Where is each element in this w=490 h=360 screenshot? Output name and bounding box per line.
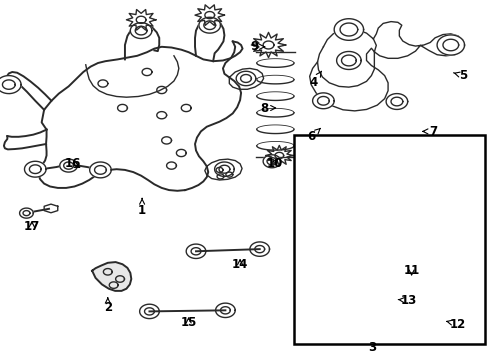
Polygon shape: [365, 291, 382, 303]
Polygon shape: [0, 76, 21, 94]
Polygon shape: [366, 263, 387, 279]
Text: 3: 3: [368, 341, 376, 354]
Polygon shape: [334, 19, 364, 40]
Polygon shape: [342, 271, 460, 313]
Polygon shape: [130, 23, 152, 39]
Polygon shape: [388, 284, 427, 312]
Polygon shape: [375, 237, 391, 249]
Text: 9: 9: [251, 40, 265, 53]
Text: 16: 16: [64, 157, 81, 170]
Polygon shape: [186, 244, 206, 258]
Text: 15: 15: [180, 316, 197, 329]
Polygon shape: [216, 303, 235, 318]
Text: 13: 13: [398, 294, 417, 307]
Text: 4: 4: [310, 71, 321, 89]
Text: 5: 5: [453, 69, 467, 82]
Polygon shape: [236, 71, 256, 86]
Text: 7: 7: [423, 125, 438, 138]
Polygon shape: [90, 162, 111, 178]
Polygon shape: [24, 161, 46, 177]
Polygon shape: [370, 254, 420, 287]
Text: 8: 8: [261, 102, 275, 114]
Polygon shape: [404, 263, 425, 279]
Polygon shape: [386, 94, 408, 109]
Polygon shape: [199, 17, 221, 33]
Text: 1: 1: [138, 198, 146, 217]
Polygon shape: [20, 208, 33, 218]
Polygon shape: [140, 304, 159, 319]
Polygon shape: [250, 242, 270, 256]
Text: 14: 14: [232, 258, 248, 271]
Text: 12: 12: [447, 318, 466, 330]
Polygon shape: [434, 282, 458, 300]
Text: 17: 17: [24, 220, 40, 233]
Polygon shape: [215, 162, 234, 176]
Text: 6: 6: [307, 129, 320, 143]
Polygon shape: [437, 35, 465, 55]
Text: 2: 2: [104, 298, 112, 314]
Polygon shape: [92, 262, 131, 291]
Bar: [294, 135, 485, 344]
Polygon shape: [313, 93, 334, 109]
Polygon shape: [387, 282, 405, 294]
Polygon shape: [60, 159, 77, 172]
Text: 11: 11: [403, 264, 420, 276]
Polygon shape: [263, 155, 281, 168]
Polygon shape: [336, 274, 360, 292]
Text: 10: 10: [266, 157, 283, 170]
